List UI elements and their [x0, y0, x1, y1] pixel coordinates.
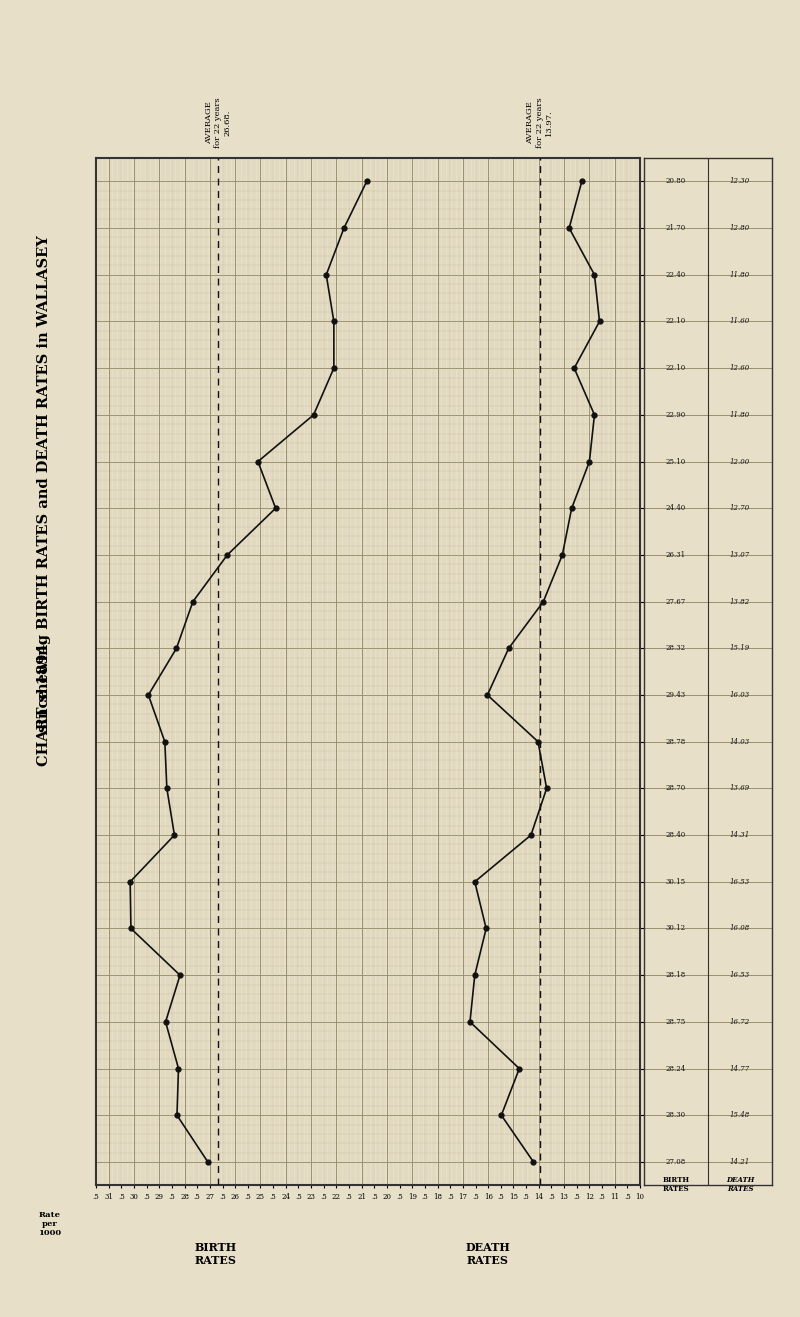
Text: 22.40: 22.40	[666, 271, 686, 279]
Text: 28.32: 28.32	[666, 644, 686, 652]
Text: 28.30: 28.30	[666, 1112, 686, 1119]
Text: 14.03: 14.03	[730, 738, 750, 745]
Text: 27.67: 27.67	[666, 598, 686, 606]
Text: 14.31: 14.31	[730, 831, 750, 839]
Text: 12.70: 12.70	[730, 504, 750, 512]
Text: 14.77: 14.77	[730, 1064, 750, 1072]
Text: 16.03: 16.03	[730, 691, 750, 699]
Text: BIRTH
RATES: BIRTH RATES	[194, 1242, 237, 1266]
Text: 15.19: 15.19	[730, 644, 750, 652]
Text: 24.40: 24.40	[666, 504, 686, 512]
Text: 20.80: 20.80	[666, 178, 686, 186]
Text: 11.80: 11.80	[730, 411, 750, 419]
Text: 28.40: 28.40	[666, 831, 686, 839]
Text: 16.53: 16.53	[730, 878, 750, 886]
Text: 25.10: 25.10	[666, 457, 686, 465]
Text: BIRTH
RATES: BIRTH RATES	[662, 1176, 690, 1193]
Text: 28.70: 28.70	[666, 785, 686, 793]
Text: 16.72: 16.72	[730, 1018, 750, 1026]
Text: Rate
per
1000: Rate per 1000	[38, 1212, 62, 1238]
Text: CHART shewing BIRTH RATES and DEATH RATES in WALLASEY: CHART shewing BIRTH RATES and DEATH RATE…	[37, 236, 51, 765]
Text: 12.80: 12.80	[730, 224, 750, 232]
Text: AVERAGE
for 22 years
13.97.: AVERAGE for 22 years 13.97.	[526, 97, 553, 148]
Text: 16.53: 16.53	[730, 971, 750, 979]
Text: 15.48: 15.48	[730, 1112, 750, 1119]
Text: 22.10: 22.10	[666, 317, 686, 325]
Text: 12.60: 12.60	[730, 365, 750, 373]
Text: 22.10: 22.10	[666, 365, 686, 373]
Text: 13.82: 13.82	[730, 598, 750, 606]
Text: DEATH
RATES: DEATH RATES	[726, 1176, 754, 1193]
Text: 13.07: 13.07	[730, 551, 750, 558]
Text: 28.24: 28.24	[666, 1064, 686, 1072]
Text: AVERAGE
for 22 years
26.68.: AVERAGE for 22 years 26.68.	[205, 97, 231, 148]
Text: 12.00: 12.00	[730, 457, 750, 465]
Text: 27.08: 27.08	[666, 1158, 686, 1166]
Text: since 1894.: since 1894.	[37, 639, 51, 731]
Text: 13.69: 13.69	[730, 785, 750, 793]
Text: 29.43: 29.43	[666, 691, 686, 699]
Text: 28.18: 28.18	[666, 971, 686, 979]
Text: 30.12: 30.12	[666, 925, 686, 932]
Text: 30.15: 30.15	[666, 878, 686, 886]
Text: 11.60: 11.60	[730, 317, 750, 325]
Text: 14.21: 14.21	[730, 1158, 750, 1166]
Text: DEATH
RATES: DEATH RATES	[466, 1242, 510, 1266]
Text: 21.70: 21.70	[666, 224, 686, 232]
Text: 22.90: 22.90	[666, 411, 686, 419]
Text: 16.08: 16.08	[730, 925, 750, 932]
Text: 11.80: 11.80	[730, 271, 750, 279]
Text: 12.30: 12.30	[730, 178, 750, 186]
Text: 28.75: 28.75	[666, 1018, 686, 1026]
Text: 26.31: 26.31	[666, 551, 686, 558]
Text: 28.78: 28.78	[666, 738, 686, 745]
